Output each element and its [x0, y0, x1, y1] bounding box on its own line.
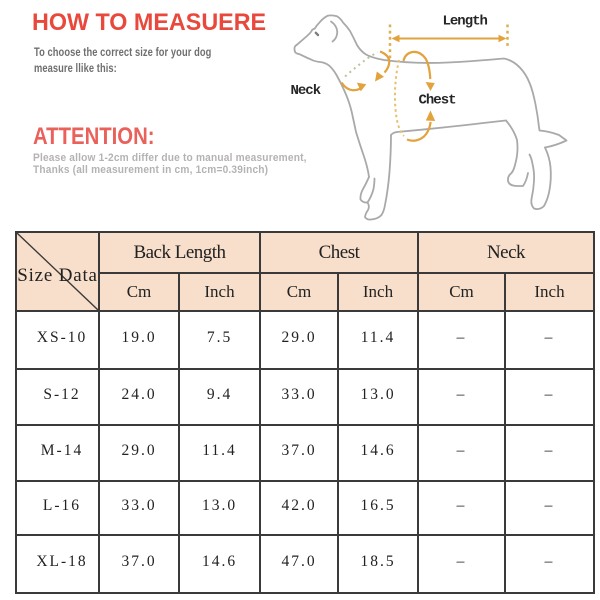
svg-text:Chest: Chest — [419, 93, 457, 109]
svg-text:Length: Length — [443, 14, 488, 30]
svg-text:Neck: Neck — [291, 83, 321, 99]
